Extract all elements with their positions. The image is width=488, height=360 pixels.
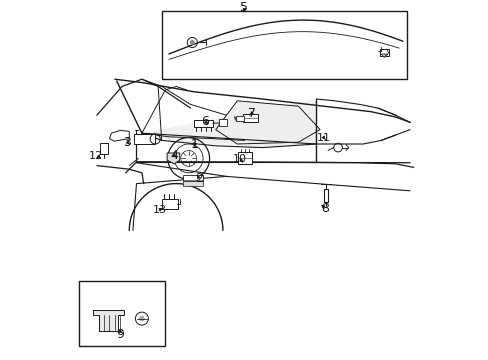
Text: 1: 1	[190, 138, 198, 150]
Polygon shape	[167, 153, 179, 164]
Text: 4: 4	[170, 149, 178, 162]
Text: 8: 8	[320, 202, 328, 215]
Bar	[243, 114, 257, 122]
Text: 5: 5	[240, 1, 248, 14]
Text: 3: 3	[123, 136, 131, 149]
Bar	[162, 199, 178, 209]
Circle shape	[139, 316, 144, 321]
Bar	[133, 134, 155, 144]
Text: 9: 9	[116, 328, 124, 341]
Bar	[236, 116, 244, 121]
Text: 6: 6	[201, 115, 208, 128]
Text: 2: 2	[194, 172, 203, 185]
Bar	[79, 281, 165, 346]
Polygon shape	[381, 54, 386, 58]
Bar	[379, 49, 387, 56]
Circle shape	[189, 40, 194, 45]
Bar	[219, 119, 226, 126]
Text: 11: 11	[316, 132, 330, 143]
Polygon shape	[142, 99, 316, 147]
Bar	[183, 175, 203, 181]
Bar	[238, 152, 251, 164]
Text: 13: 13	[153, 204, 166, 215]
Polygon shape	[93, 310, 123, 331]
Text: 10: 10	[232, 154, 246, 164]
Bar	[183, 181, 203, 186]
Bar	[194, 120, 212, 127]
Text: 7: 7	[247, 107, 255, 120]
Bar	[162, 11, 406, 79]
Polygon shape	[215, 101, 320, 144]
Bar	[101, 143, 108, 154]
Bar	[323, 189, 327, 202]
Polygon shape	[109, 130, 129, 141]
Text: 12: 12	[89, 151, 103, 161]
